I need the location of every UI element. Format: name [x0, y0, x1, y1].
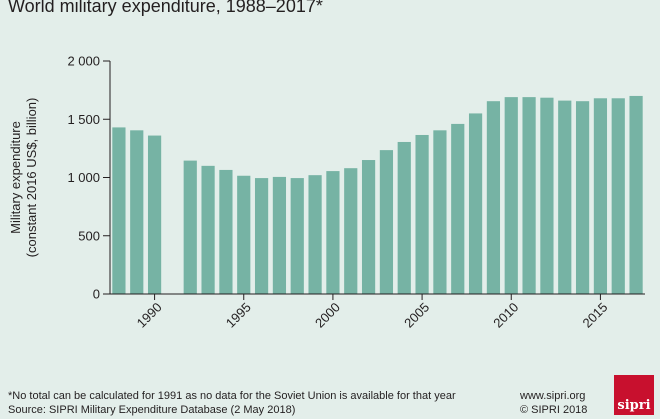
- bar-2014: [575, 101, 590, 294]
- bar-1996: [254, 178, 269, 294]
- logo-text: sipri: [617, 398, 651, 413]
- bar-1990: [147, 135, 162, 294]
- bar-2002: [361, 160, 376, 294]
- credit-block: www.sipri.org © SIPRI 2018: [520, 389, 587, 417]
- bar-1992: [183, 160, 197, 294]
- bar-1994: [219, 169, 233, 294]
- y-tick-label: 0: [93, 287, 100, 302]
- y-tick-label: 1 500: [67, 112, 100, 127]
- x-tick-label: 2005: [401, 300, 432, 331]
- bar-2010: [504, 97, 518, 295]
- x-tick-label: 2000: [312, 300, 343, 331]
- y-tick-label: 2 000: [67, 54, 100, 69]
- y-tick-label: 500: [78, 228, 100, 243]
- bar-2009: [486, 101, 501, 294]
- y-axis-label-line2: (constant 2016 US$, billion): [24, 98, 39, 258]
- bar-2007: [451, 123, 465, 294]
- website-link[interactable]: www.sipri.org: [520, 390, 586, 402]
- bar-2015: [593, 98, 608, 294]
- x-tick-label: 2010: [490, 300, 521, 331]
- bar-1993: [201, 165, 215, 294]
- bar-2008: [468, 113, 483, 294]
- copyright-text: © SIPRI 2018: [520, 404, 588, 416]
- bar-2013: [558, 100, 572, 294]
- bar-2017: [629, 95, 643, 294]
- bar-2011: [522, 97, 536, 295]
- chart-title: World military expenditure, 1988–2017*: [8, 0, 323, 16]
- x-tick-label: 1990: [134, 300, 165, 331]
- bar-1998: [290, 178, 304, 294]
- bar-2005: [415, 134, 429, 294]
- bar-2012: [540, 97, 554, 294]
- sipri-logo: sipri: [614, 375, 654, 415]
- footer-notes: *No total can be calculated for 1991 as …: [8, 389, 456, 417]
- bar-2004: [397, 141, 411, 294]
- bar-1995: [237, 175, 251, 294]
- y-axis-label-line1: Military expenditure: [8, 121, 23, 234]
- bar-1997: [272, 176, 287, 294]
- source-note: Source: SIPRI Military Expenditure Datab…: [8, 404, 296, 416]
- footnote: *No total can be calculated for 1991 as …: [8, 390, 456, 402]
- bar-1989: [130, 130, 144, 294]
- bar-2006: [433, 130, 447, 294]
- bar-1988: [112, 127, 126, 294]
- x-tick-label: 2015: [579, 300, 610, 331]
- bar-2016: [611, 98, 625, 294]
- x-tick-label: 1995: [223, 300, 254, 331]
- bar-1999: [308, 175, 322, 294]
- y-tick-label: 1 000: [67, 170, 100, 185]
- bar-2001: [344, 168, 358, 294]
- bar-2000: [326, 171, 340, 294]
- bar-2003: [379, 150, 394, 294]
